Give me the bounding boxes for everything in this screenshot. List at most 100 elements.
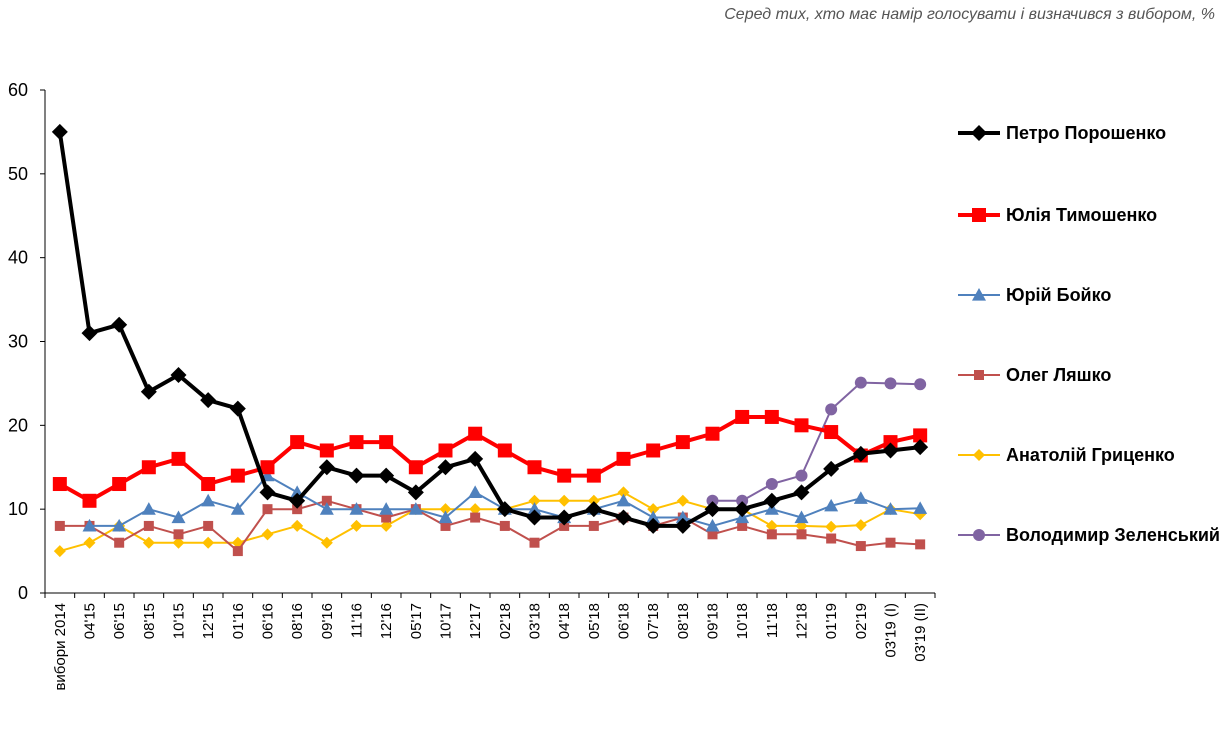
data-point: [496, 501, 513, 518]
data-point: [735, 409, 750, 424]
y-tick-label: 10: [8, 499, 28, 519]
data-point: [586, 468, 601, 483]
data-point: [141, 502, 156, 515]
data-point: [646, 510, 661, 524]
data-point: [142, 536, 155, 549]
legend-swatch: [958, 125, 1000, 141]
data-point: [854, 376, 867, 389]
x-tick-label: 06'15: [111, 603, 128, 639]
x-tick-label: 10'18: [734, 603, 751, 639]
data-point: [764, 409, 779, 424]
y-tick-label: 20: [8, 415, 28, 435]
x-tick-label: 08'18: [675, 603, 692, 639]
x-tick-label: 03'19 (I): [883, 603, 900, 658]
data-point: [202, 536, 215, 549]
data-point: [617, 486, 630, 499]
data-point: [172, 536, 185, 549]
data-point: [81, 325, 98, 342]
data-point: [348, 467, 365, 484]
data-point: [825, 520, 838, 533]
data-point: [497, 443, 512, 458]
data-point: [439, 503, 452, 516]
data-point: [585, 501, 602, 518]
data-point: [974, 370, 984, 380]
data-point: [675, 435, 690, 450]
data-point: [527, 502, 542, 515]
data-point: [203, 520, 214, 531]
data-point: [260, 460, 275, 475]
data-point: [825, 403, 838, 416]
data-point: [645, 517, 662, 534]
data-point: [381, 512, 392, 523]
data-point: [674, 517, 691, 534]
legend-swatch: [958, 288, 1000, 301]
x-tick-label: 05'17: [408, 603, 425, 639]
data-point: [526, 509, 543, 526]
legend-label: Анатолій Гриценко: [1006, 444, 1175, 465]
data-point: [616, 451, 631, 466]
data-point: [826, 533, 837, 544]
data-point: [468, 485, 483, 498]
data-point: [615, 509, 632, 526]
x-tick-label: 02'19: [853, 603, 870, 639]
x-tick-label: 12'16: [378, 603, 395, 639]
data-point: [972, 288, 986, 301]
legend-label: Володимир Зеленський: [1006, 524, 1220, 545]
data-point: [437, 459, 454, 476]
x-tick-label: 02'18: [497, 603, 514, 639]
data-point: [765, 519, 778, 532]
data-point: [230, 468, 245, 483]
chart-subtitle: Серед тих, хто має намір голосувати і ви…: [724, 6, 1215, 23]
data-point: [884, 377, 897, 390]
data-point: [379, 435, 394, 450]
legend-item: Юлія Тимошенко: [958, 200, 1157, 230]
data-point: [559, 520, 570, 531]
data-point: [201, 493, 216, 507]
data-point: [262, 504, 273, 515]
x-tick-label: вибори 2014: [52, 603, 69, 691]
data-point: [675, 510, 690, 524]
data-point: [883, 502, 898, 515]
data-point: [854, 519, 867, 532]
series: [52, 409, 928, 508]
data-point: [319, 502, 334, 515]
x-tick-label: 09'18: [705, 603, 722, 639]
data-point: [763, 492, 780, 509]
legend-label: Петро Порошенко: [1006, 122, 1167, 143]
data-point: [972, 208, 986, 222]
legend-item: Петро Порошенко: [958, 118, 1166, 148]
data-point: [112, 518, 127, 532]
x-tick-label: 01'16: [230, 603, 247, 639]
data-point: [171, 510, 186, 524]
data-point: [529, 537, 540, 548]
data-point: [971, 125, 987, 141]
x-tick-label: 08'16: [289, 603, 306, 639]
data-point: [292, 504, 303, 515]
data-point: [973, 529, 985, 541]
data-point: [143, 520, 154, 531]
data-point: [320, 536, 333, 549]
legend-label: Юрій Бойко: [1006, 284, 1112, 305]
data-point: [259, 484, 276, 501]
x-tick-label: 04'18: [556, 603, 573, 639]
data-point: [141, 460, 156, 475]
data-point: [380, 519, 393, 532]
data-point: [407, 484, 424, 501]
data-point: [467, 450, 484, 467]
data-point: [438, 443, 453, 458]
data-point: [114, 537, 125, 548]
data-point: [200, 392, 217, 409]
x-tick-label: 05'18: [586, 603, 603, 639]
data-point: [766, 529, 777, 540]
x-tick-label: 03'19 (II): [912, 603, 929, 662]
data-point: [795, 469, 808, 482]
data-point: [171, 451, 186, 466]
data-point: [587, 494, 600, 507]
data-point: [882, 442, 899, 459]
data-point: [705, 426, 720, 441]
data-point: [588, 520, 599, 531]
data-point: [915, 539, 926, 550]
data-point: [349, 435, 364, 450]
x-tick-label: 07'18: [645, 603, 662, 639]
data-point: [737, 520, 748, 531]
